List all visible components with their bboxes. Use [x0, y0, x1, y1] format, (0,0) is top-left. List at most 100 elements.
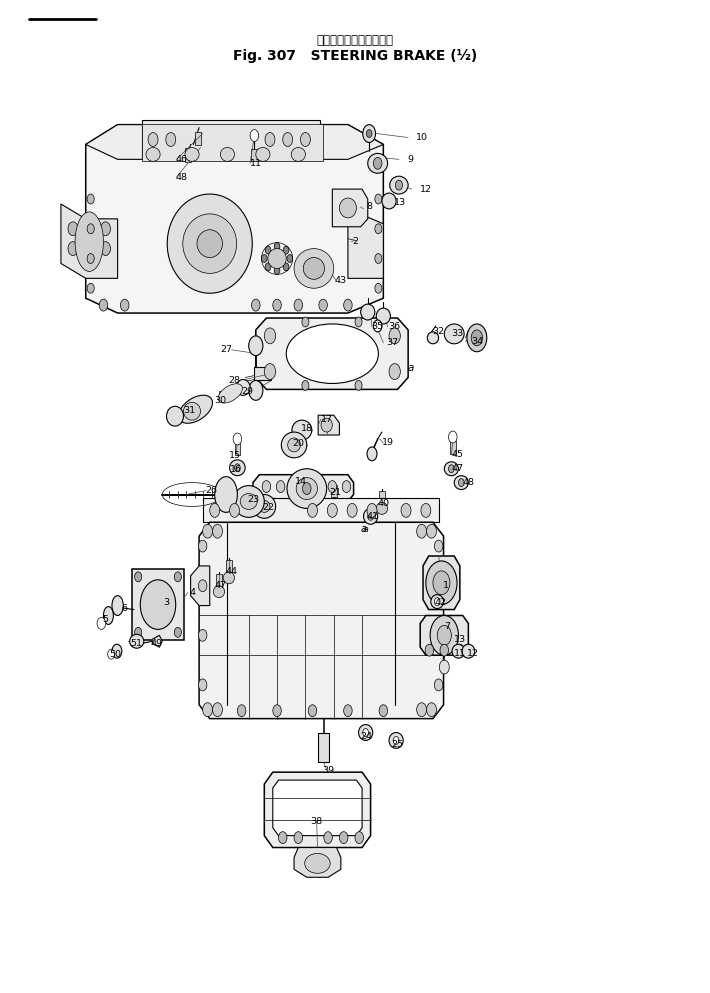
Circle shape — [401, 503, 411, 517]
Circle shape — [251, 299, 260, 311]
Circle shape — [435, 630, 443, 641]
Circle shape — [425, 644, 434, 656]
Circle shape — [274, 266, 280, 274]
Circle shape — [300, 133, 310, 146]
Text: 49: 49 — [151, 638, 163, 647]
Ellipse shape — [75, 212, 104, 271]
Circle shape — [233, 433, 241, 445]
Circle shape — [273, 299, 281, 311]
Text: 2: 2 — [352, 237, 358, 246]
Text: ステアリング　ブレーキ: ステアリング ブレーキ — [317, 34, 393, 47]
Text: 44: 44 — [226, 567, 238, 576]
Ellipse shape — [376, 308, 390, 324]
Text: 11: 11 — [454, 648, 466, 657]
Ellipse shape — [359, 725, 373, 741]
Bar — [234, 443, 240, 455]
Circle shape — [440, 644, 449, 656]
Text: 3: 3 — [163, 598, 169, 607]
Ellipse shape — [292, 420, 312, 440]
Circle shape — [121, 299, 129, 311]
Circle shape — [344, 299, 352, 311]
Circle shape — [375, 253, 382, 263]
Circle shape — [366, 130, 372, 138]
Bar — [318, 733, 329, 763]
Polygon shape — [61, 204, 118, 278]
Circle shape — [319, 299, 327, 311]
Circle shape — [174, 572, 181, 582]
Circle shape — [68, 241, 78, 255]
Text: 10: 10 — [416, 133, 428, 142]
Text: 28: 28 — [229, 376, 241, 385]
Circle shape — [375, 283, 382, 293]
Ellipse shape — [281, 432, 307, 458]
Circle shape — [237, 705, 246, 717]
Ellipse shape — [268, 248, 286, 268]
Circle shape — [342, 481, 351, 493]
Circle shape — [202, 703, 212, 717]
Bar — [379, 491, 385, 502]
Text: Fig. 307   STEERING BRAKE (½): Fig. 307 STEERING BRAKE (½) — [233, 50, 477, 64]
Bar — [137, 574, 179, 636]
Text: 16: 16 — [230, 466, 242, 475]
Circle shape — [456, 644, 464, 656]
Circle shape — [302, 380, 309, 390]
Circle shape — [389, 328, 400, 344]
Ellipse shape — [467, 324, 487, 352]
Text: 13: 13 — [393, 199, 405, 208]
Circle shape — [449, 465, 454, 473]
Text: a: a — [407, 362, 413, 372]
Bar — [331, 485, 337, 496]
Ellipse shape — [303, 257, 324, 279]
Text: 17: 17 — [321, 415, 333, 424]
Text: 4: 4 — [189, 588, 195, 597]
Circle shape — [99, 299, 108, 311]
Text: 7: 7 — [444, 622, 450, 631]
Circle shape — [308, 705, 317, 717]
Circle shape — [344, 705, 352, 717]
Ellipse shape — [339, 198, 356, 217]
Circle shape — [248, 380, 263, 400]
Text: 33: 33 — [452, 330, 464, 339]
Text: 51: 51 — [131, 638, 143, 647]
Ellipse shape — [197, 229, 222, 257]
Polygon shape — [273, 780, 362, 836]
Bar — [143, 124, 323, 161]
Polygon shape — [420, 616, 469, 655]
Polygon shape — [348, 209, 383, 278]
Ellipse shape — [167, 406, 183, 426]
Text: 38: 38 — [311, 817, 323, 826]
Text: 39: 39 — [322, 766, 334, 775]
Ellipse shape — [462, 644, 475, 658]
Polygon shape — [86, 125, 383, 159]
Ellipse shape — [382, 193, 396, 209]
Ellipse shape — [389, 733, 403, 749]
Circle shape — [166, 133, 175, 146]
Ellipse shape — [294, 248, 334, 288]
Circle shape — [101, 241, 111, 255]
Text: 15: 15 — [229, 452, 241, 461]
Ellipse shape — [430, 616, 459, 655]
Text: 43: 43 — [335, 276, 347, 285]
Ellipse shape — [376, 502, 388, 514]
Ellipse shape — [427, 332, 439, 344]
Ellipse shape — [130, 635, 144, 648]
Ellipse shape — [452, 644, 465, 658]
Text: 12: 12 — [466, 648, 479, 657]
Circle shape — [135, 628, 142, 638]
Ellipse shape — [364, 508, 378, 524]
Ellipse shape — [256, 147, 270, 161]
Circle shape — [266, 246, 271, 254]
Bar — [143, 120, 320, 159]
Bar — [216, 574, 222, 586]
Circle shape — [264, 363, 275, 379]
Ellipse shape — [454, 476, 469, 490]
Bar — [141, 580, 175, 630]
Circle shape — [261, 254, 267, 262]
Circle shape — [250, 130, 258, 142]
Circle shape — [209, 503, 219, 517]
Ellipse shape — [321, 418, 332, 432]
Polygon shape — [190, 566, 209, 606]
Circle shape — [302, 317, 309, 327]
Text: 46: 46 — [175, 155, 187, 164]
Text: 35: 35 — [371, 323, 383, 332]
